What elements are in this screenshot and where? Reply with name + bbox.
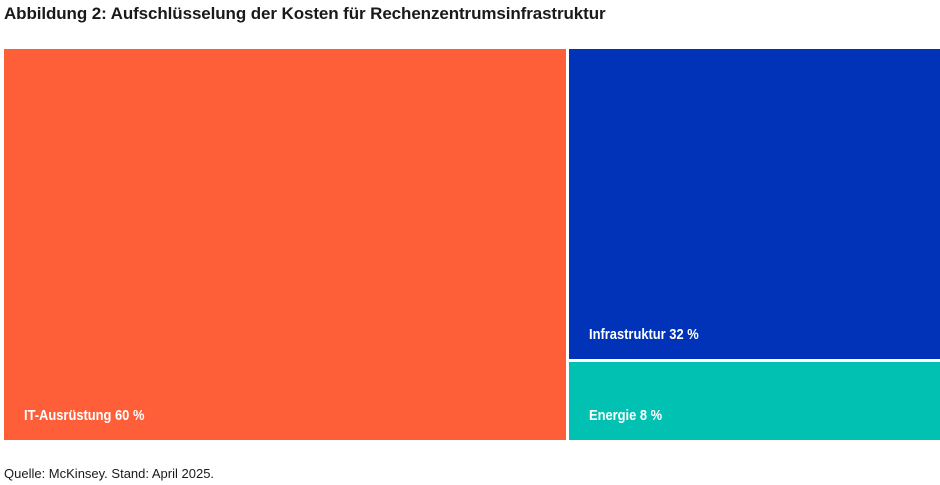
tile-label: Infrastruktur 32 % (588, 326, 699, 344)
source-note: Quelle: McKinsey. Stand: April 2025. (4, 466, 215, 481)
tile-label: Energie 8 % (588, 406, 662, 424)
treemap-tile-it-ausr-stung: IT-Ausrüstung 60 % (4, 49, 566, 440)
treemap-tile-infrastruktur: Infrastruktur 32 % (568, 49, 940, 360)
treemap: IT-Ausrüstung 60 % Infrastruktur 32 % Ener… (4, 49, 940, 440)
treemap-tile-energie: Energie 8 % (568, 362, 940, 440)
tile-label: IT-Ausrüstung 60 % (24, 407, 145, 424)
chart-title: Abbildung 2: Aufschlüsselung der Kosten … (4, 4, 606, 23)
